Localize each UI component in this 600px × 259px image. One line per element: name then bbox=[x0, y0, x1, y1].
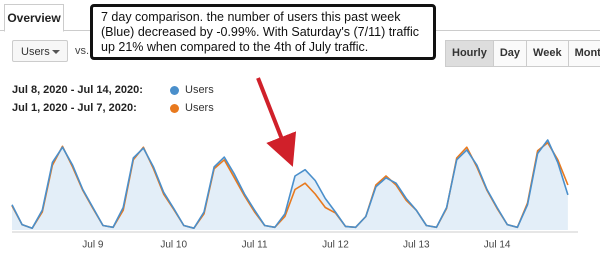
metric-selector[interactable]: Users bbox=[12, 40, 68, 62]
legend-name: Users bbox=[185, 102, 214, 114]
legend-period: Jul 1, 2020 - Jul 7, 2020: bbox=[12, 102, 137, 114]
series-line bbox=[11, 139, 569, 229]
time-buttons: HourlyDayWeekMonth bbox=[445, 40, 600, 67]
legend-dot bbox=[170, 86, 179, 95]
legend-period: Jul 8, 2020 - Jul 14, 2020: bbox=[12, 84, 143, 96]
x-tick-label: Jul 13 bbox=[403, 240, 430, 251]
x-tick-label: Jul 12 bbox=[322, 240, 349, 251]
x-tick-label: Jul 10 bbox=[160, 240, 187, 251]
legend-name: Users bbox=[185, 84, 214, 96]
x-tick-label: Jul 11 bbox=[242, 240, 268, 251]
annotation: 7 day comparison. the number of users th… bbox=[90, 4, 436, 60]
time-button[interactable]: Hourly bbox=[445, 40, 494, 67]
time-button[interactable]: Month bbox=[567, 40, 600, 67]
vs-label: vs. bbox=[75, 45, 90, 57]
overview-tab[interactable]: Overview bbox=[4, 4, 64, 32]
x-tick-label: Jul 14 bbox=[484, 240, 511, 251]
x-tick-label: Jul 9 bbox=[82, 240, 104, 251]
arrow bbox=[256, 77, 297, 167]
legend-dot bbox=[170, 104, 179, 113]
time-button[interactable]: Week bbox=[526, 40, 569, 67]
